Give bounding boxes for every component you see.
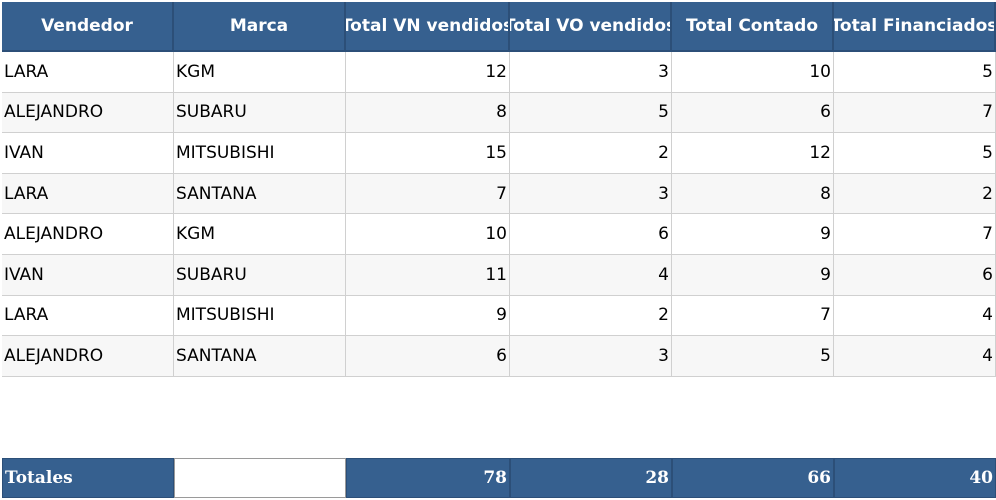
table-cell: 12 (672, 133, 834, 174)
table-cell: ALEJANDRO (2, 92, 174, 134)
table-cell: 5 (834, 52, 996, 93)
table-cell: 7 (672, 295, 834, 337)
table-cell: 3 (510, 52, 672, 93)
table-cell: 7 (834, 214, 996, 255)
totals-value: 78 (346, 458, 510, 498)
table-cell: 2 (510, 295, 672, 337)
totals-label: Totales (2, 458, 174, 498)
column-header: Total VN vendidos (346, 2, 510, 52)
table-cell: LARA (2, 295, 174, 337)
table-cell: 6 (672, 92, 834, 134)
table-cell: ALEJANDRO (2, 336, 174, 377)
totals-blank (174, 458, 346, 498)
table-cell: 10 (346, 214, 510, 255)
totals-value: 28 (510, 458, 672, 498)
table-cell: 4 (510, 255, 672, 296)
table-cell: KGM (174, 52, 346, 93)
table-cell: 3 (510, 336, 672, 377)
table-cell: IVAN (2, 255, 174, 296)
table-cell: SANTANA (174, 336, 346, 377)
table-cell: 5 (672, 336, 834, 377)
table-cell: 4 (834, 295, 996, 337)
table-cell: 6 (346, 336, 510, 377)
table-cell: 9 (346, 295, 510, 337)
table-cell: 12 (346, 52, 510, 93)
table-cell: 9 (672, 255, 834, 296)
table-cell: 7 (834, 92, 996, 134)
totals-value: 66 (672, 458, 834, 498)
table-cell: 9 (672, 214, 834, 255)
table-cell: 6 (510, 214, 672, 255)
table-cell: 3 (510, 173, 672, 215)
table-cell: 11 (346, 255, 510, 296)
table-cell: LARA (2, 173, 174, 215)
table-cell: 2 (834, 173, 996, 215)
table-cell: MITSUBISHI (174, 295, 346, 337)
table-cell: 15 (346, 133, 510, 174)
table-cell: SANTANA (174, 173, 346, 215)
table-cell: LARA (2, 52, 174, 93)
table-cell: 8 (672, 173, 834, 215)
column-header: Marca (174, 2, 346, 52)
table-cell: 7 (346, 173, 510, 215)
table-cell: 5 (510, 92, 672, 134)
column-header: Total Contado (672, 2, 834, 52)
column-header: Vendedor (2, 2, 174, 52)
table-cell: IVAN (2, 133, 174, 174)
table-cell: 4 (834, 336, 996, 377)
table-cell: KGM (174, 214, 346, 255)
column-header: Total Financiados (834, 2, 996, 52)
table-cell: 5 (834, 133, 996, 174)
column-header: Total VO vendidos (510, 2, 672, 52)
table-cell: 2 (510, 133, 672, 174)
table-cell: 6 (834, 255, 996, 296)
table-cell: MITSUBISHI (174, 133, 346, 174)
table-cell: 10 (672, 52, 834, 93)
totals-value: 40 (834, 458, 996, 498)
table-cell: SUBARU (174, 255, 346, 296)
table-cell: SUBARU (174, 92, 346, 134)
table-cell: ALEJANDRO (2, 214, 174, 255)
table-cell: 8 (346, 92, 510, 134)
